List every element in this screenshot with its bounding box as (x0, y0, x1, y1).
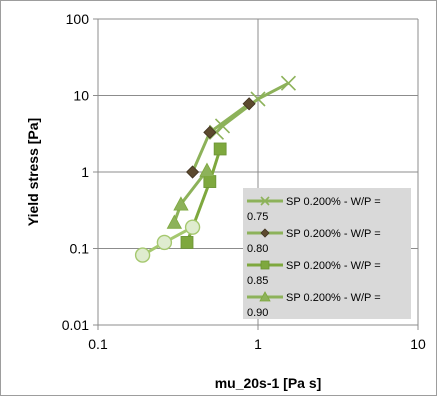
data-point-circle (156, 234, 173, 251)
y-tick-label: 0.01 (62, 317, 89, 333)
legend-entry-label: SP 0.200% - W/P = (286, 228, 381, 240)
legend-entry-label: SP 0.200% - W/P = (286, 292, 381, 304)
x-tick-label: 10 (410, 336, 426, 352)
series-triangle (166, 162, 215, 229)
y-tick-label: 0.1 (70, 241, 90, 257)
data-point-diamond (186, 165, 200, 179)
axes: 0.01 0.1 1 10 100 0.1 1 10 (62, 11, 426, 352)
data-point-square (213, 142, 227, 156)
legend-entry-label: 0.85 (247, 275, 268, 287)
x-tick-label: 0.1 (88, 336, 108, 352)
data-point-circle (184, 219, 201, 235)
data-point-triangle (166, 214, 183, 229)
legend-marker-square (260, 260, 270, 270)
data-point-circle (134, 247, 151, 263)
legend: SP 0.200% - W/P = 0.75 SP 0.200% - W/P = 0.… (243, 188, 411, 319)
series-line (215, 81, 290, 134)
legend-entry-label: 0.90 (247, 307, 268, 319)
legend-entry-label: 0.75 (247, 211, 268, 223)
legend-marker-x-stroke (260, 196, 270, 206)
x-axis-title: mu_20s-1 [Pa s] (215, 375, 322, 391)
series-x (208, 75, 297, 140)
data-point-triangle (173, 196, 189, 211)
data-point-triangle (199, 162, 215, 177)
y-tick-label: 100 (66, 11, 90, 27)
legend-marker-diamond (260, 228, 270, 238)
series-diamond (186, 97, 256, 179)
series-line (172, 169, 209, 223)
legend-entry-label: 0.80 (247, 243, 268, 255)
y-axis-title: Yield stress [Pa] (25, 118, 41, 226)
y-tick-label: 1 (81, 164, 89, 180)
y-tick-label: 10 (73, 88, 89, 104)
data-point-diamond (242, 97, 256, 111)
x-tick-label: 1 (254, 336, 262, 352)
series-circle (134, 219, 201, 263)
data-point-square (180, 236, 194, 249)
data-point-x (280, 75, 297, 91)
legend-marker-triangle (259, 291, 271, 302)
data-series (134, 75, 297, 263)
data-point-diamond (203, 125, 217, 139)
legend-entry-label: SP 0.200% - W/P = (286, 196, 381, 208)
data-point-x-stroke (280, 75, 297, 91)
legend-entry-label: SP 0.200% - W/P = (286, 260, 381, 272)
data-point-square (203, 175, 217, 188)
legend-marker-x (260, 196, 270, 206)
